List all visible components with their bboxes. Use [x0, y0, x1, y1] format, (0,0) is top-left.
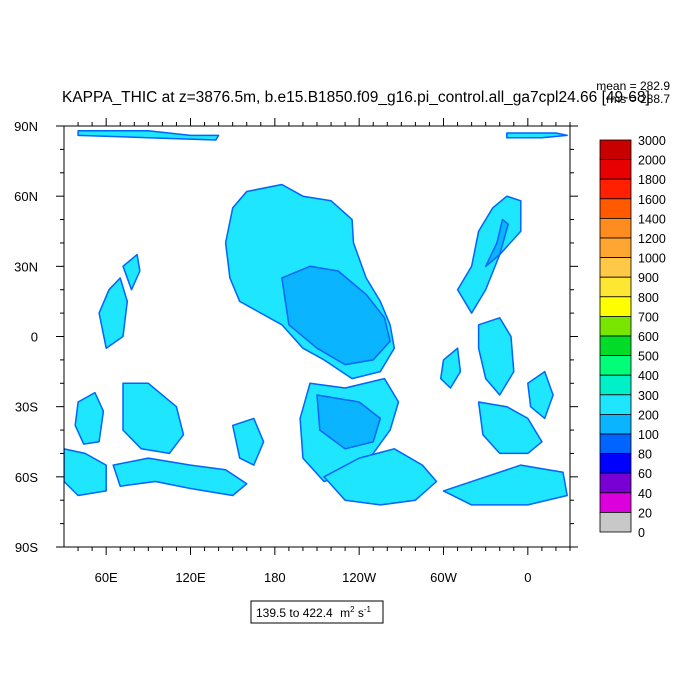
- data-field: [64, 126, 570, 547]
- x-tick-label-2: 180: [264, 570, 286, 585]
- ocean-region-arctic-strip-west: [77, 129, 220, 141]
- colorbar-label-14: 200: [638, 408, 659, 422]
- colorbar-label-4: 1400: [638, 212, 666, 226]
- y-tick-label-2: 30N: [14, 259, 38, 274]
- colorbar-label-3: 1600: [638, 193, 666, 207]
- rms-label: rms = 288.7: [606, 92, 670, 106]
- units-mid: s: [355, 606, 364, 620]
- colorbar-box-13: [599, 394, 632, 415]
- colorbar-box-11: [599, 355, 632, 376]
- chart-title: KAPPA_THIC at z=3876.5m, b.e15.B1850.f09…: [62, 89, 650, 106]
- y-tick-label-0: 90N: [14, 119, 38, 134]
- colorbar-box-1: [599, 159, 632, 180]
- colorbar-label-17: 60: [638, 467, 652, 481]
- ocean-region-tasman: [231, 417, 265, 466]
- colorbar-label-12: 400: [638, 369, 659, 383]
- colorbar-label-5: 1200: [638, 232, 666, 246]
- colorbar-box-0: [599, 139, 632, 161]
- units-exp1: 2: [350, 605, 355, 614]
- ocean-region-atlantic-ridge: [484, 218, 509, 268]
- colorbar-box-19: [599, 512, 632, 533]
- ocean-region-southern-ocean-b: [442, 464, 568, 506]
- colorbar-box-3: [599, 198, 632, 219]
- colorbar-label-13: 300: [638, 389, 659, 403]
- y-tick-label-3: 0: [31, 330, 38, 345]
- ocean-region-pacific-central: [281, 265, 391, 366]
- colorbar-box-15: [599, 433, 632, 455]
- colorbar-box-18: [599, 492, 632, 513]
- colorbar-box-17: [599, 472, 632, 494]
- ocean-region-southern-ocean-c: [112, 457, 248, 497]
- range-box: [250, 600, 384, 624]
- y-tick-label-1: 60N: [14, 189, 38, 204]
- colorbar-label-7: 900: [638, 271, 659, 285]
- ocean-region-indian-c: [98, 277, 129, 349]
- x-tick-label-5: 0: [524, 570, 531, 585]
- colorbar-box-2: [599, 178, 632, 200]
- colorbar-label-0: 3000: [638, 134, 666, 148]
- colorbar-box-5: [599, 237, 632, 259]
- colorbar-label-19: 20: [638, 506, 652, 520]
- ocean-region-atlantic-central: [477, 317, 515, 396]
- colorbar-label-15: 100: [638, 428, 659, 442]
- colorbar-box-9: [599, 315, 632, 337]
- colorbar-box-10: [599, 335, 632, 357]
- ocean-region-southern-ocean-a: [323, 448, 438, 506]
- colorbar-label-9: 700: [638, 310, 659, 324]
- x-tick-label-1: 120E: [175, 570, 206, 585]
- range-value: 139.5 to 422.4: [256, 606, 333, 620]
- ocean-region-pacific-southwest: [316, 394, 382, 450]
- colorbar-label-2: 1800: [638, 173, 666, 187]
- y-tick-label-4: 30S: [15, 400, 38, 415]
- colorbar-label-20: 0: [638, 526, 645, 540]
- ocean-region-arctic-strip-east: [506, 132, 568, 139]
- units-base: m: [340, 606, 350, 620]
- ocean-region-atlantic-south: [477, 401, 543, 455]
- colorbar-box-6: [599, 257, 632, 278]
- colorbar-box-16: [599, 453, 632, 474]
- colorbar-label-11: 500: [638, 350, 659, 364]
- colorbar-label-6: 1000: [638, 252, 666, 266]
- y-tick-label-5: 60S: [15, 470, 38, 485]
- y-tick-label-6: 90S: [15, 540, 38, 555]
- colorbar-box-8: [599, 296, 632, 317]
- range-text: 139.5 to 422.4 m2 s-1: [256, 605, 372, 620]
- colorbar-label-16: 80: [638, 448, 652, 462]
- y-axis: 90N 60N 30N 0 30S 60S 90S: [14, 119, 578, 555]
- colorbar-box-4: [599, 217, 632, 239]
- ocean-region-indian-a: [122, 382, 185, 455]
- ocean-region-atlantic-west: [439, 347, 462, 389]
- colorbar-label-8: 800: [638, 291, 659, 305]
- colorbar-box-14: [599, 413, 632, 435]
- ocean-region-indian-b: [74, 391, 105, 445]
- x-tick-label-0: 60E: [95, 570, 118, 585]
- colorbar-box-12: [599, 374, 632, 396]
- colorbar-label-18: 40: [638, 487, 652, 501]
- ocean-region-southern-ocean-d: [64, 448, 107, 497]
- colorbar-label-1: 2000: [638, 154, 666, 168]
- ocean-region-atlantic-east: [527, 370, 554, 420]
- colorbar: 3000200018001600140012001000900800700600…: [599, 134, 666, 540]
- mean-label: mean = 282.9: [596, 79, 670, 93]
- x-axis: 60E 120E 180 120W 60W 0: [77, 118, 571, 585]
- x-tick-label-3: 120W: [342, 570, 377, 585]
- colorbar-box-7: [599, 276, 632, 298]
- colorbar-label-10: 600: [638, 330, 659, 344]
- ocean-region-india-ocean-east: [122, 253, 141, 291]
- x-tick-label-4: 60W: [430, 570, 457, 585]
- units-exp2: -1: [364, 605, 372, 614]
